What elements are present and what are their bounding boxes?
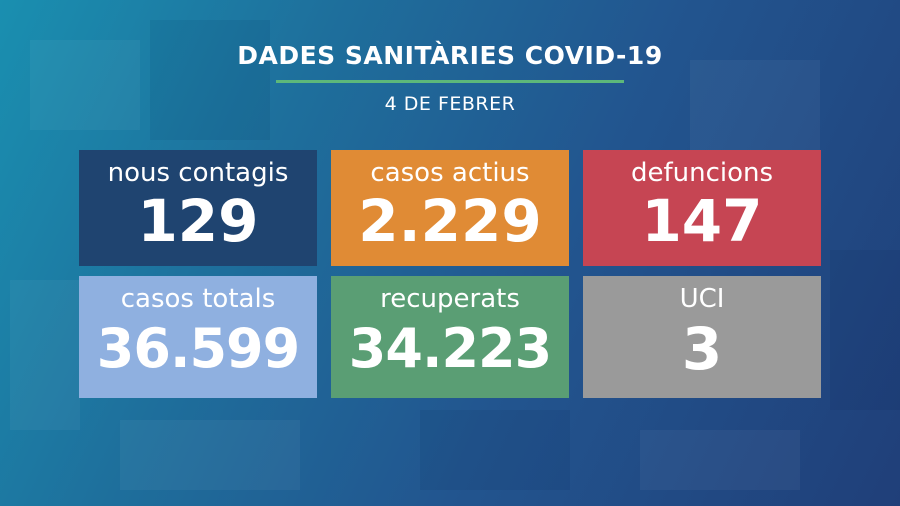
background-square: [10, 280, 80, 430]
tile-value: 2.229: [358, 187, 542, 255]
background-square: [30, 40, 140, 130]
tile-label: UCI: [679, 284, 725, 314]
background-square: [640, 430, 800, 490]
tile-label: defuncions: [630, 158, 774, 188]
background-square: [150, 20, 270, 140]
header: DADES SANITÀRIES COVID-19 4 DE FEBRER: [0, 38, 900, 117]
tile-recuperats: recuperats 34.223: [331, 276, 569, 398]
tile-casos-totals: casos totals 36.599: [79, 276, 317, 398]
background-square: [830, 250, 900, 410]
tile-value: 3: [681, 315, 723, 383]
title-divider: [276, 80, 624, 83]
date-subtitle: 4 DE FEBRER: [384, 93, 516, 115]
tile-nous-contagis: nous contagis 129: [79, 150, 317, 266]
tile-label: nous contagis: [107, 158, 289, 188]
tile-label: recuperats: [380, 284, 520, 314]
tile-value: 147: [641, 187, 763, 255]
tile-label: casos totals: [120, 284, 276, 314]
page-title: DADES SANITÀRIES COVID-19: [237, 41, 663, 70]
tile-casos-actius: casos actius 2.229: [331, 150, 569, 266]
tile-label: casos actius: [370, 158, 530, 188]
background-square: [420, 410, 570, 490]
tile-defuncions: defuncions 147: [583, 150, 821, 266]
tile-value: 129: [137, 187, 259, 255]
background-square: [120, 420, 300, 490]
tile-value: 36.599: [96, 317, 300, 380]
tile-value: 34.223: [348, 317, 552, 380]
tile-uci: UCI 3: [583, 276, 821, 398]
